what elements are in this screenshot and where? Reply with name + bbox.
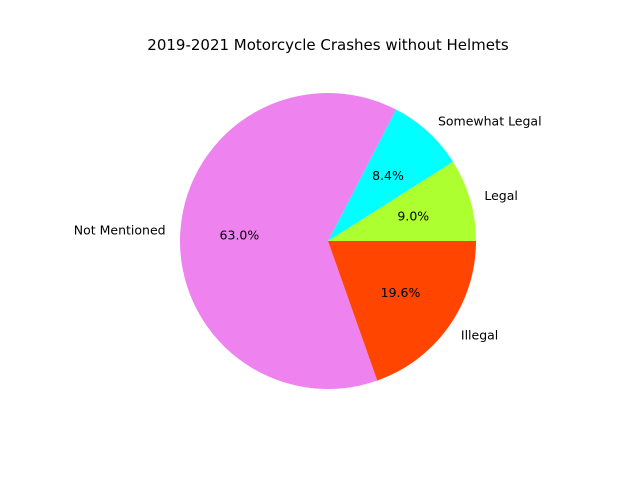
slice-legal [328, 161, 476, 241]
slice-not-mentioned [180, 93, 397, 389]
pct-label-not-mentioned: 63.0% [220, 227, 260, 242]
slice-label-illegal: Illegal [461, 328, 498, 343]
slice-label-somewhat-legal: Somewhat Legal [438, 113, 542, 128]
slice-somewhat-legal [328, 109, 453, 241]
pct-label-somewhat-legal: 8.4% [372, 168, 404, 183]
pct-label-illegal: 19.6% [381, 285, 421, 300]
slice-illegal [328, 241, 476, 381]
pie-labels: Legal 9.0% Somewhat Legal 8.4% Not Mentioned… [74, 113, 542, 342]
slice-label-legal: Legal [484, 188, 518, 203]
pct-label-legal: 9.0% [397, 209, 429, 224]
pie-slices [180, 93, 476, 389]
slice-label-not-mentioned: Not Mentioned [74, 222, 166, 237]
chart-title: 2019-2021 Motorcycle Crashes without Hel… [147, 36, 509, 54]
